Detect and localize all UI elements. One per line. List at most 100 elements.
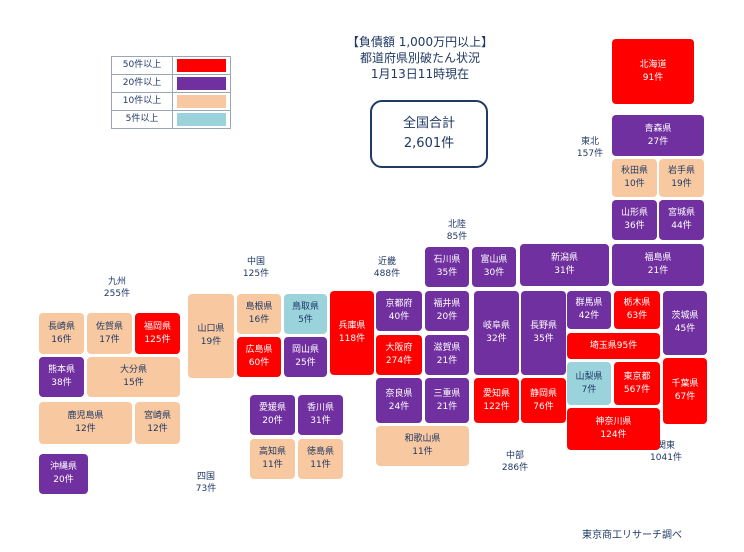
prefecture-count: 67件 xyxy=(674,392,696,402)
prefecture-name: 沖縄県 xyxy=(49,462,77,472)
prefecture-count: 118件 xyxy=(338,334,366,344)
legend-label: 10件以上 xyxy=(112,93,173,110)
prefecture-tile-fukushima: 福島県 21件 xyxy=(612,244,704,286)
prefecture-count: 31件 xyxy=(554,266,575,276)
prefecture-count: 42件 xyxy=(578,311,600,321)
prefecture-name: 香川県 xyxy=(306,403,334,413)
prefecture-tile-akita: 秋田県 10件 xyxy=(612,159,657,197)
prefecture-tile-shimane: 島根県 16件 xyxy=(237,294,281,334)
prefecture-tile-ehime: 愛媛県 20件 xyxy=(250,395,295,435)
prefecture-tile-aomori: 青森県 27件 xyxy=(612,115,704,156)
prefecture-count: 10件 xyxy=(624,179,645,189)
prefecture-count: 7件 xyxy=(581,384,597,395)
prefecture-count: 11件 xyxy=(310,460,331,470)
prefecture-name: 栃木県 xyxy=(623,298,651,308)
region-kanto: 関東 1041件 xyxy=(636,440,696,464)
region-tohoku: 東北 157件 xyxy=(560,136,620,160)
prefecture-name: 茨城県 xyxy=(671,311,699,321)
prefecture-tile-osaka: 大阪府 274件 xyxy=(376,335,422,375)
prefecture-name: 山口県 xyxy=(197,324,225,334)
prefecture-count: 274件 xyxy=(385,356,413,366)
prefecture-tile-hiroshima: 広島県 60件 xyxy=(237,337,281,377)
prefecture-tile-wakayama: 和歌山県 11件 xyxy=(376,426,469,466)
prefecture-name: 鹿児島県 xyxy=(67,411,104,421)
prefecture-name: 三重県 xyxy=(433,388,461,399)
prefecture-tile-shizuoka: 静岡県 76件 xyxy=(521,378,566,423)
prefecture-count: 21件 xyxy=(647,266,669,276)
prefecture-name: 埼玉県95件 xyxy=(589,340,638,351)
prefecture-count: 27件 xyxy=(647,136,669,147)
prefecture-name: 島根県 xyxy=(245,302,273,312)
region-name: 関東 xyxy=(656,441,675,451)
prefecture-tile-yamanashi: 山梨県 7件 xyxy=(567,362,611,405)
region-count: 286件 xyxy=(501,463,529,473)
national-total-value: 2,601件 xyxy=(403,136,455,151)
prefecture-count: 16件 xyxy=(248,315,270,325)
chart-title: 【負債額 1,000万円以上】 都道府県別破たん状況 1月13日11時現在 xyxy=(300,34,540,82)
legend-item: 5件以上 xyxy=(112,111,230,128)
region-chubu: 中部 286件 xyxy=(485,450,545,474)
region-name: 東北 xyxy=(580,137,599,147)
region-kyushu: 九州 255件 xyxy=(87,276,147,300)
prefecture-name: 福島県 xyxy=(644,253,672,263)
prefecture-count: 124件 xyxy=(600,430,627,440)
prefecture-count: 24件 xyxy=(388,401,410,412)
prefecture-name: 福岡県 xyxy=(143,321,171,332)
prefecture-name: 宮崎県 xyxy=(143,411,171,421)
prefecture-tile-saitama: 埼玉県95件 xyxy=(567,333,660,359)
region-name: 北陸 xyxy=(447,220,466,230)
prefecture-name: 石川県 xyxy=(433,255,461,265)
region-kinki: 近畿 488件 xyxy=(357,256,417,280)
prefecture-tile-hyogo: 兵庫県 118件 xyxy=(330,291,374,375)
prefecture-name: 岩手県 xyxy=(667,166,695,176)
region-shikoku: 四国 73件 xyxy=(176,471,236,495)
prefecture-tile-niigata: 新潟県 31件 xyxy=(520,244,609,286)
region-name: 九州 xyxy=(107,277,126,287)
prefecture-count: 44件 xyxy=(671,221,692,231)
legend-swatch xyxy=(177,95,226,108)
prefecture-count: 11件 xyxy=(262,460,283,470)
prefecture-count: 17件 xyxy=(99,334,120,345)
prefecture-name: 大分県 xyxy=(119,365,147,375)
prefecture-tile-saga: 佐賀県 17件 xyxy=(87,313,132,354)
national-total-box: 全国合計 2,601件 xyxy=(370,100,488,168)
legend-swatch xyxy=(177,113,226,126)
prefecture-tile-okayama: 岡山県 25件 xyxy=(284,337,327,377)
region-count: 73件 xyxy=(195,484,217,494)
prefecture-name: 富山県 xyxy=(480,255,508,265)
prefecture-count: 35件 xyxy=(533,334,554,344)
prefecture-count: 20件 xyxy=(436,312,458,322)
prefecture-count: 12件 xyxy=(75,424,96,434)
prefecture-tile-nagasaki: 長崎県 16件 xyxy=(39,313,84,354)
prefecture-name: 愛媛県 xyxy=(258,403,286,413)
title-line-3: 1月13日11時現在 xyxy=(370,67,470,81)
prefecture-count: 21件 xyxy=(436,356,458,366)
prefecture-count: 38件 xyxy=(51,378,72,388)
prefecture-tile-yamaguchi: 山口県 19件 xyxy=(188,294,234,378)
prefecture-name: 広島県 xyxy=(245,345,273,355)
prefecture-tile-miyagi: 宮城県 44件 xyxy=(659,200,704,240)
prefecture-count: 45件 xyxy=(674,324,696,334)
prefecture-tile-shiga: 滋賀県 21件 xyxy=(425,335,469,375)
prefecture-name: 宮城県 xyxy=(667,208,695,218)
legend: 50件以上 20件以上 10件以上 5件以上 xyxy=(111,56,231,129)
prefecture-name: 新潟県 xyxy=(550,253,578,263)
prefecture-name: 岡山県 xyxy=(291,345,319,355)
prefecture-tile-miyazaki: 宮崎県 12件 xyxy=(135,402,180,444)
region-count: 85件 xyxy=(446,232,468,242)
prefecture-name: 大阪府 xyxy=(385,343,413,353)
prefecture-count: 36件 xyxy=(624,221,645,231)
prefecture-count: 11件 xyxy=(412,447,433,457)
prefecture-tile-yamagata: 山形県 36件 xyxy=(612,200,657,240)
prefecture-count: 15件 xyxy=(123,378,144,388)
prefecture-count: 21件 xyxy=(436,401,458,412)
legend-item: 20件以上 xyxy=(112,75,230,93)
prefecture-count: 19件 xyxy=(200,337,222,347)
prefecture-tile-fukuoka: 福岡県 125件 xyxy=(135,313,180,354)
prefecture-tile-toyama: 富山県 30件 xyxy=(472,247,516,287)
prefecture-tile-tokushima: 徳島県 11件 xyxy=(298,439,343,479)
prefecture-name: 福井県 xyxy=(433,299,461,309)
prefecture-count: 30件 xyxy=(483,268,505,278)
prefecture-name: 佐賀県 xyxy=(95,321,123,332)
source-note: 東京商工リサーチ調べ xyxy=(582,530,682,541)
